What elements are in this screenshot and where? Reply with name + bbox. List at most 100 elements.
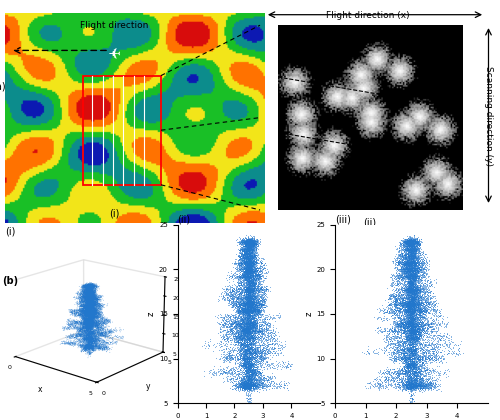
Point [254,334,262,341]
Point [410,330,418,337]
Point [406,285,413,291]
Point [414,241,422,248]
Point [399,254,407,260]
Point [411,351,419,357]
Point [250,243,258,250]
Point [427,278,435,285]
Point [416,380,424,387]
Point [246,247,254,253]
Point [236,322,244,329]
Point [392,354,400,361]
Point [231,366,239,373]
Point [413,293,421,300]
Point [234,327,242,334]
Point [236,367,244,373]
Point [259,377,267,383]
Point [407,265,415,271]
Point [218,331,226,338]
Point [407,336,415,343]
Point [403,375,411,382]
Point [250,282,258,289]
Point [246,324,254,331]
Point [244,288,252,295]
Point [248,238,256,244]
Point [380,310,388,317]
Point [246,304,254,310]
Point [412,301,420,307]
Point [250,302,258,309]
Point [260,286,268,293]
Point [421,372,429,379]
Point [378,383,386,389]
Point [230,324,238,331]
Point [250,306,258,313]
Point [245,278,253,285]
Point [407,306,415,312]
Point [249,324,257,331]
Point [243,381,251,387]
Point [250,241,258,248]
Point [246,337,254,344]
Point [425,354,433,361]
Point [246,251,254,257]
Point [232,319,240,326]
Point [244,320,252,327]
Point [408,249,416,256]
Point [409,304,417,310]
Point [248,239,256,245]
Point [411,375,419,382]
Point [260,291,268,298]
Point [221,331,229,338]
Point [250,281,258,288]
Point [414,240,422,247]
Point [410,236,418,243]
Point [251,349,259,356]
Point [232,350,240,357]
Point [245,241,253,248]
Point [246,369,254,375]
Point [244,308,252,315]
Point [246,302,254,308]
Point [402,371,410,378]
Point [404,284,412,291]
Point [248,278,256,285]
Point [254,310,262,317]
Point [257,276,265,283]
Point [252,289,260,296]
Point [242,315,250,322]
Point [251,354,259,361]
Point [392,294,400,301]
Point [247,318,255,324]
Point [244,286,252,293]
Point [240,306,248,313]
Point [402,294,409,300]
Point [414,257,422,264]
Point [255,306,263,312]
Point [254,250,262,257]
Point [410,271,418,278]
Point [242,255,250,261]
Point [406,341,414,348]
Point [408,324,416,331]
Point [402,262,409,269]
Point [410,375,418,382]
Point [398,265,406,271]
Point [248,304,256,311]
Point [404,240,412,247]
Point [386,300,394,307]
Point [414,300,422,307]
Point [242,303,250,310]
Point [227,292,235,299]
Point [235,370,243,376]
Point [419,336,427,343]
Point [363,348,371,355]
Point [234,334,242,341]
Point [430,320,438,327]
Point [248,282,256,289]
Point [418,371,426,378]
Point [250,305,258,312]
Point [257,342,265,349]
Point [238,338,246,344]
Point [436,322,444,328]
Point [260,335,268,341]
